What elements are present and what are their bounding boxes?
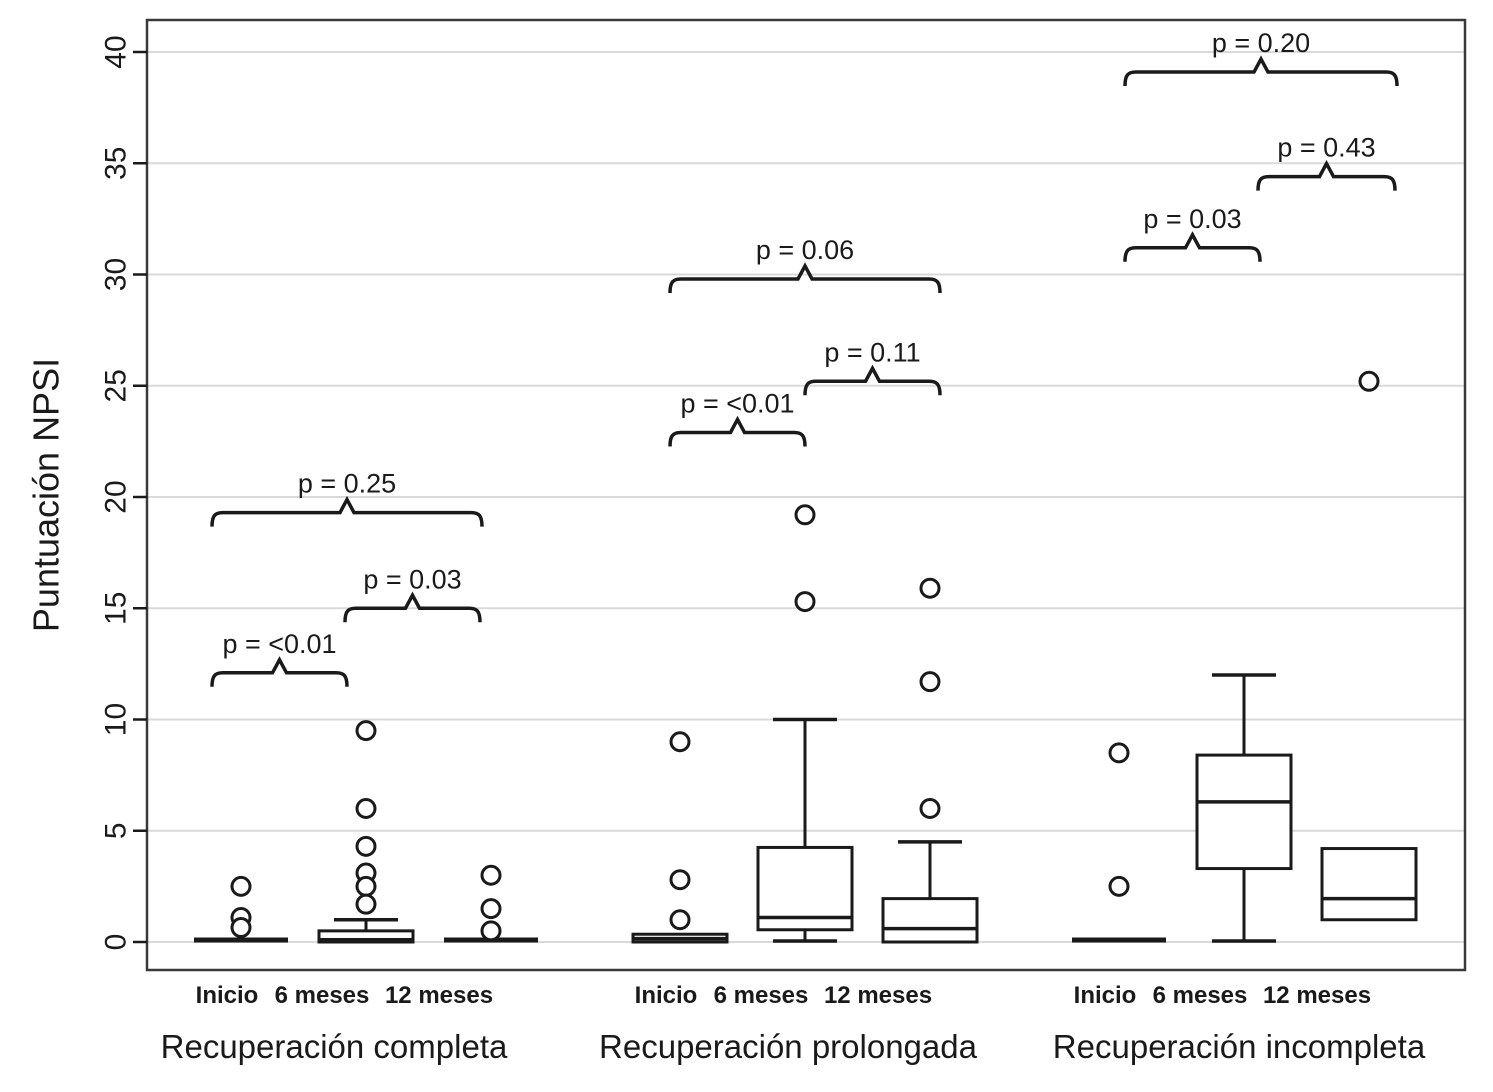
outlier-point bbox=[1108, 742, 1130, 764]
y-tick-label: 10 bbox=[100, 703, 133, 736]
box bbox=[1195, 753, 1293, 871]
group-label: Recuperación incompleta bbox=[1053, 1028, 1426, 1065]
y-tick-label: 25 bbox=[100, 369, 133, 402]
outlier-point bbox=[669, 731, 691, 753]
y-tick-label: 20 bbox=[100, 480, 133, 513]
outlier-point bbox=[355, 835, 377, 857]
outlier-point bbox=[919, 577, 941, 599]
y-tick-label: 35 bbox=[100, 147, 133, 180]
pvalue-label: p = <0.01 bbox=[680, 388, 794, 418]
x-category-label: 12 meses bbox=[385, 982, 493, 1009]
plot-border bbox=[145, 18, 1467, 972]
pvalue-label: p = 0.43 bbox=[1277, 133, 1375, 163]
pvalue-bracket bbox=[803, 364, 942, 396]
pvalue-bracket bbox=[1123, 231, 1262, 262]
x-category-label: Inicio bbox=[196, 982, 259, 1009]
pvalue-bracket bbox=[668, 262, 942, 293]
outlier-point bbox=[355, 875, 377, 897]
y-tick-label: 30 bbox=[100, 258, 133, 291]
x-category-label: 6 meses bbox=[275, 982, 370, 1009]
box bbox=[317, 929, 415, 944]
group-label: Recuperación completa bbox=[161, 1028, 508, 1065]
y-tick-label: 40 bbox=[100, 35, 133, 68]
outlier-point bbox=[480, 920, 502, 942]
y-tick-label: 15 bbox=[100, 592, 133, 625]
outlier-point bbox=[669, 909, 691, 931]
pvalue-label: p = 0.25 bbox=[298, 469, 396, 499]
pvalue-bracket bbox=[343, 591, 482, 623]
outlier-point bbox=[480, 898, 502, 920]
outlier-point bbox=[1108, 875, 1130, 897]
pvalue-bracket bbox=[210, 495, 484, 527]
pvalue-label: p = <0.01 bbox=[222, 629, 336, 659]
outlier-point bbox=[919, 798, 941, 819]
outlier-point bbox=[919, 671, 941, 693]
pvalue-label: p = 0.03 bbox=[1143, 204, 1241, 234]
x-category-label: Inicio bbox=[1074, 982, 1137, 1009]
box bbox=[1320, 847, 1418, 922]
x-category-label: 12 meses bbox=[824, 982, 932, 1009]
outlier-point bbox=[355, 798, 377, 819]
y-tick-label: 0 bbox=[100, 934, 133, 951]
x-category-label: Inicio bbox=[635, 982, 698, 1009]
y-tick-label: 5 bbox=[100, 822, 133, 839]
outlier-point bbox=[669, 869, 691, 891]
outlier-point bbox=[1358, 370, 1380, 392]
y-axis-title: Puntuación NPSI bbox=[26, 358, 67, 632]
pvalue-label: p = 0.20 bbox=[1212, 28, 1310, 58]
outlier-point bbox=[480, 864, 502, 886]
pvalue-label: p = 0.11 bbox=[824, 337, 920, 367]
x-category-label: 6 meses bbox=[1153, 982, 1248, 1009]
pvalue-bracket bbox=[1123, 55, 1399, 87]
pvalue-bracket bbox=[1256, 159, 1397, 191]
outlier-point bbox=[794, 591, 816, 613]
pvalue-label: p = 0.03 bbox=[363, 564, 461, 594]
box bbox=[881, 897, 979, 944]
x-category-label: 6 meses bbox=[714, 982, 809, 1009]
group-label: Recuperación prolongada bbox=[599, 1028, 978, 1065]
outlier-point bbox=[230, 875, 252, 897]
x-category-label: 12 meses bbox=[1263, 982, 1371, 1009]
outlier-point bbox=[355, 720, 377, 742]
pvalue-label: p = 0.06 bbox=[756, 235, 854, 265]
outlier-point bbox=[230, 917, 252, 939]
outlier-point bbox=[794, 504, 816, 526]
pvalue-bracket bbox=[668, 415, 807, 447]
outlier-point bbox=[355, 893, 377, 915]
pvalue-bracket bbox=[210, 656, 349, 687]
